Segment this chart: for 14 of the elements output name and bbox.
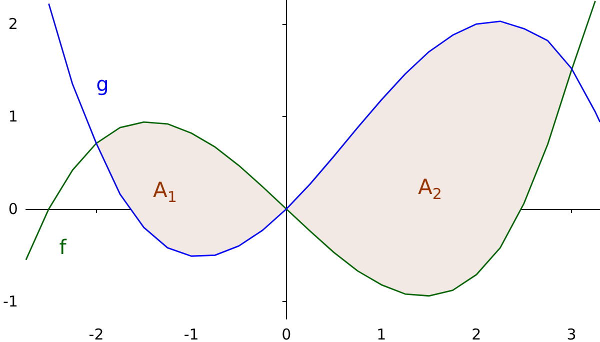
line-series (25, 0, 596, 297)
x-tick-label: -2 (88, 326, 104, 342)
y-tick-label: 2 (8, 15, 18, 34)
line-series (48, 3, 600, 257)
x-tick-label: 2 (472, 326, 482, 342)
y-tick-label: -1 (2, 292, 18, 310)
y-tick-label: 1 (8, 108, 18, 126)
x-tick-label: 0 (282, 326, 292, 342)
x-tick-label: 1 (376, 326, 386, 342)
x-tick-label: 3 (566, 326, 576, 342)
series-label: f (59, 234, 68, 259)
series-label: g (96, 72, 109, 96)
x-tick-label: -1 (184, 326, 199, 342)
y-tick-label: 0 (8, 200, 18, 218)
